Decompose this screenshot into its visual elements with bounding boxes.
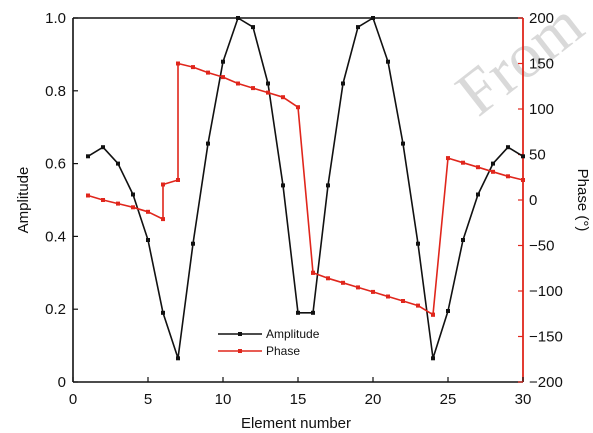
phase-point <box>281 95 285 100</box>
phase-point <box>431 312 435 317</box>
amplitude-point <box>281 183 285 188</box>
x-axis-title: Element number <box>241 415 351 432</box>
amplitude-point <box>221 59 225 64</box>
x-tick-label: 0 <box>69 391 77 408</box>
y2-tick-label: −50 <box>529 238 554 255</box>
phase-point <box>221 75 225 80</box>
amplitude-point <box>116 161 120 166</box>
phase-point <box>191 65 195 70</box>
phase-point <box>101 198 105 202</box>
phase-point <box>266 90 270 95</box>
legend-marker-phase <box>238 349 242 353</box>
x-tick-label: 30 <box>515 391 532 408</box>
amplitude-point <box>101 145 105 150</box>
x-tick-label: 20 <box>365 391 382 408</box>
phase-point <box>446 156 450 161</box>
amplitude-point <box>371 16 375 20</box>
amplitude-point <box>131 192 135 197</box>
phase-point <box>356 285 360 290</box>
phase-point <box>326 276 330 281</box>
y-tick-label: 0.2 <box>45 301 66 318</box>
amplitude-point <box>191 241 195 246</box>
plot-area <box>86 16 525 361</box>
amplitude-point <box>296 310 300 315</box>
amplitude-point <box>356 25 360 30</box>
amplitude-point <box>506 145 510 150</box>
y2-axis-title: Phase (°) <box>574 169 591 232</box>
phase-point <box>506 174 510 179</box>
amplitude-point <box>266 81 270 86</box>
amplitude-point <box>86 154 90 159</box>
amplitude-point <box>491 161 495 166</box>
phase-point <box>491 169 495 174</box>
phase-point <box>86 193 90 198</box>
amplitude-point <box>341 81 345 86</box>
y2-tick-label: −200 <box>529 374 563 391</box>
tick-labels: 0 5 10 15 20 25 30 0 0.2 0.4 0.6 0.8 1.0 −200 −150 −100… <box>45 10 563 408</box>
amplitude-point <box>521 154 525 159</box>
amplitude-point <box>431 356 435 361</box>
y2-tick-label: 150 <box>529 56 554 73</box>
y-tick-label: 0.6 <box>45 156 66 173</box>
legend-label-amplitude: Amplitude <box>266 327 320 341</box>
x-tick-label: 25 <box>440 391 457 408</box>
legend-label-phase: Phase <box>266 344 300 358</box>
x-tick-label: 15 <box>290 391 307 408</box>
phase-point <box>161 217 165 222</box>
phase-point <box>176 178 180 182</box>
amplitude-point <box>446 309 450 313</box>
amplitude-point <box>236 16 240 20</box>
amplitude-point <box>416 241 420 246</box>
amplitude-point <box>386 59 390 64</box>
phase-point <box>131 205 135 210</box>
y2-tick-label: 0 <box>529 192 537 209</box>
amplitude-point <box>176 356 180 361</box>
phase-point <box>401 299 405 303</box>
amplitude-point <box>401 141 405 146</box>
y2-tick-label: −100 <box>529 283 563 300</box>
y-tick-label: 1.0 <box>45 10 66 27</box>
y-axis-title: Amplitude <box>15 167 32 234</box>
phase-point <box>236 81 240 86</box>
amplitude-point <box>146 238 150 242</box>
amplitude-point <box>251 25 255 30</box>
phase-point <box>521 178 525 182</box>
watermark-text: From <box>443 0 593 129</box>
phase-series-line <box>87 62 524 316</box>
amplitude-point <box>461 238 465 242</box>
amplitude-point <box>206 141 210 146</box>
phase-point <box>341 280 345 285</box>
x-tick-label: 10 <box>215 391 232 408</box>
phase-point <box>176 61 180 66</box>
y2-tick-label: 50 <box>529 147 546 164</box>
phase-point <box>461 160 465 165</box>
phase-point <box>296 105 300 110</box>
y2-tick-label: 100 <box>529 101 554 118</box>
y-tick-label: 0 <box>58 374 66 391</box>
phase-point <box>161 182 165 187</box>
phase-point <box>206 70 210 75</box>
amplitude-point <box>326 183 330 188</box>
x-tick-label: 5 <box>144 391 152 408</box>
phase-point <box>251 86 255 91</box>
legend-marker-amplitude <box>238 332 242 336</box>
phase-point <box>386 294 390 299</box>
amplitude-point <box>311 310 315 315</box>
phase-point <box>116 201 120 206</box>
amplitude-point <box>476 192 480 197</box>
amplitude-point <box>161 310 165 315</box>
phase-point <box>311 270 315 275</box>
phase-point <box>476 165 480 170</box>
phase-point <box>371 289 375 294</box>
y2-tick-label: −150 <box>529 329 563 346</box>
legend: Amplitude Phase <box>218 327 320 358</box>
amplitude-series-line <box>87 17 524 360</box>
y2-tick-label: 200 <box>529 10 554 27</box>
phase-point <box>416 303 420 308</box>
y-tick-label: 0.8 <box>45 83 66 100</box>
phase-point <box>146 209 150 214</box>
y-tick-label: 0.4 <box>45 228 66 245</box>
